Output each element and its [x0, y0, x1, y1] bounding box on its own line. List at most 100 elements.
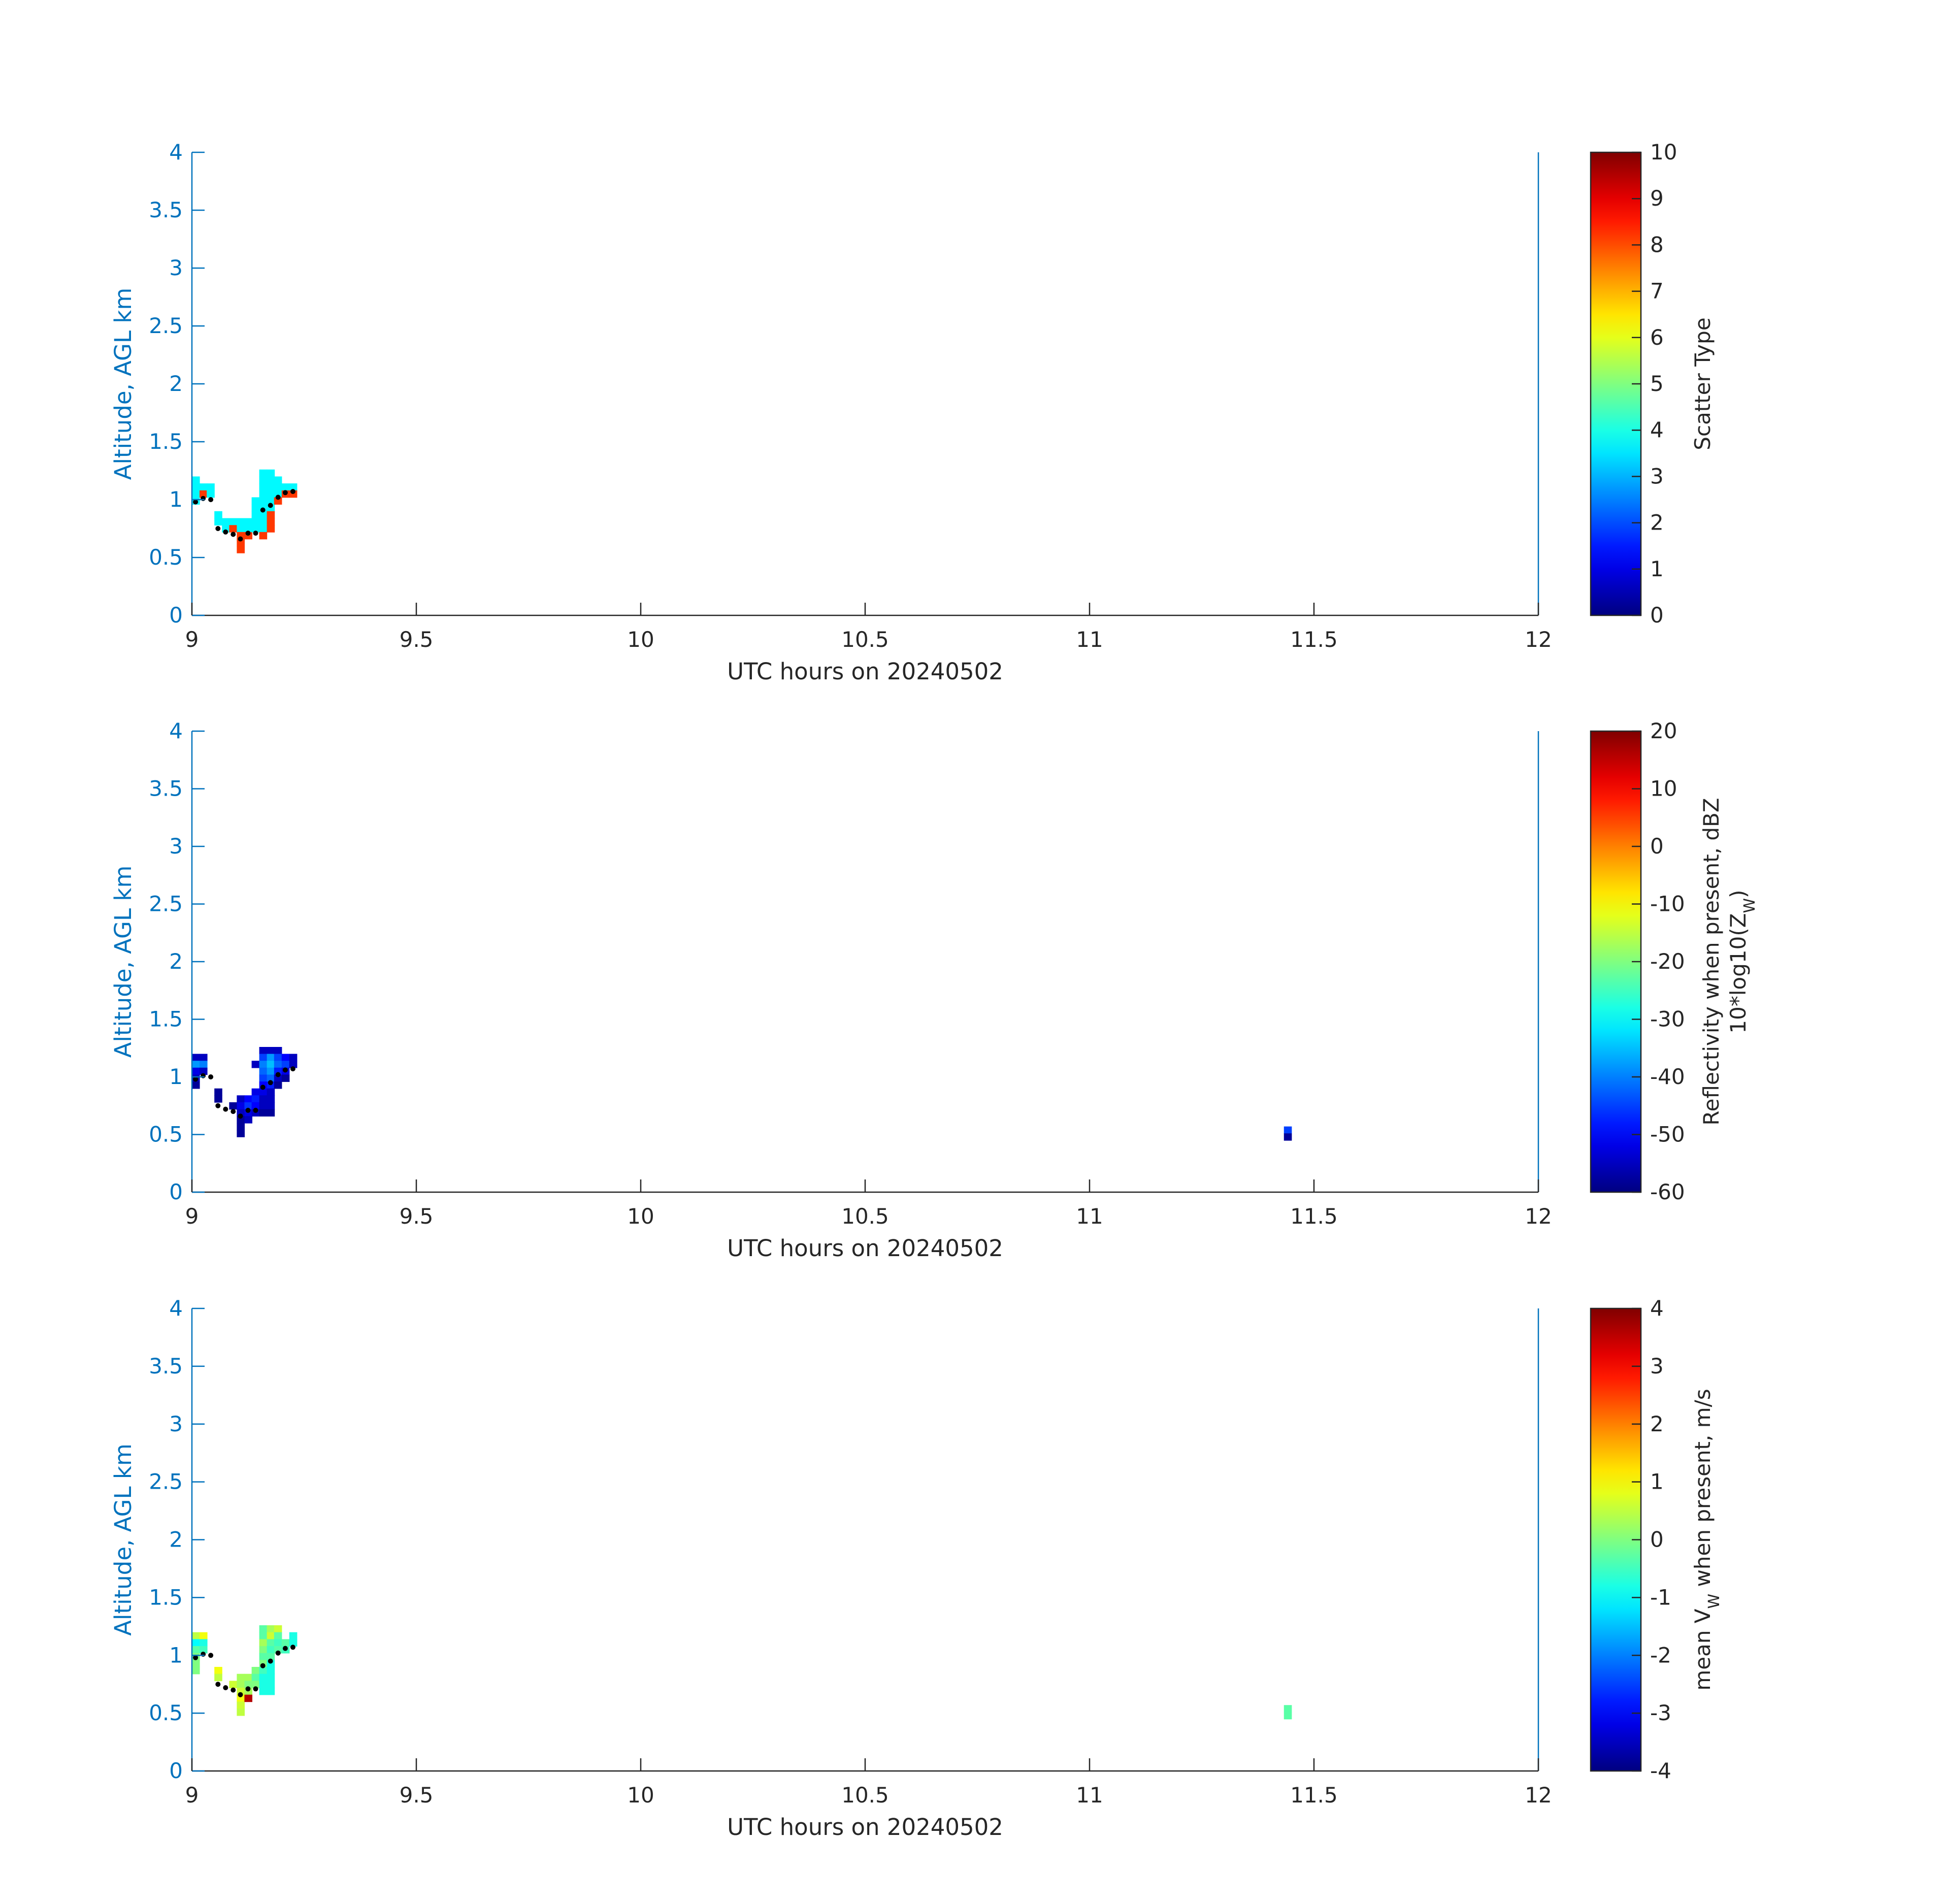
- cloud-base-dot: [260, 507, 266, 513]
- x-tick-label: 11: [1076, 1204, 1103, 1229]
- x-tick-label: 9: [185, 1783, 199, 1808]
- colorbar-tick-label: -50: [1650, 1122, 1685, 1147]
- colorbar-tick-label: -2: [1650, 1643, 1671, 1667]
- colorbar-tick-label: 4: [1650, 1296, 1664, 1321]
- cloud-base-dot: [245, 1686, 251, 1692]
- heatmap-cell: [192, 476, 200, 484]
- y-tick-label: 1.5: [149, 429, 183, 454]
- heatmap-cell: [267, 1625, 275, 1633]
- heatmap-cell: [259, 1688, 268, 1695]
- heatmap-cell: [214, 1088, 222, 1096]
- y-tick-label: 4: [169, 140, 183, 165]
- heatmap-cell: [200, 1639, 208, 1647]
- cloud-base-dot: [193, 1076, 199, 1082]
- heatmap-cell: [214, 511, 222, 519]
- y-tick-label: 0.5: [149, 1122, 183, 1147]
- heatmap-cell: [214, 1667, 222, 1675]
- heatmap-cell: [251, 1061, 260, 1068]
- colorbar: -4 -3 -2 -1 0 1 2 3 4 mean VW when present, m/s: [1590, 1296, 1723, 1783]
- cloud-base-dot: [208, 1074, 214, 1079]
- x-tick-label: 11.5: [1290, 1204, 1338, 1229]
- heatmap-cell: [267, 497, 275, 505]
- heatmap-cell: [267, 1067, 275, 1075]
- heatmap-cell: [259, 1067, 268, 1075]
- heatmap-cell: [192, 1054, 200, 1061]
- heatmap-cell: [237, 1102, 245, 1110]
- heatmap-cell: [259, 1088, 268, 1096]
- heatmap-cell: [267, 525, 275, 533]
- heatmap-cell: [251, 1681, 260, 1688]
- heatmap-cell: [267, 1061, 275, 1068]
- heatmap-cell: [267, 1673, 275, 1682]
- cloud-base-dot: [290, 489, 295, 494]
- colorbar-tick-label: 0: [1650, 1527, 1664, 1552]
- heatmap-cell: [251, 1102, 260, 1110]
- cloud-base-dot: [260, 1085, 266, 1090]
- heatmap-cell: [281, 1054, 290, 1061]
- y-tick-label: 2: [169, 949, 183, 974]
- cloud-base-dots: [193, 1066, 295, 1119]
- heatmap-cell: [244, 1681, 252, 1688]
- heatmap-cell: [267, 511, 275, 519]
- heatmap-cell: [259, 1632, 268, 1640]
- heatmap-cell: [289, 1054, 298, 1061]
- cloud-base-dot: [223, 529, 228, 535]
- cloud-base-dot: [268, 503, 273, 508]
- x-tick-label: 11.5: [1290, 627, 1338, 652]
- heatmap-cell: [267, 1109, 275, 1117]
- cloud-base-dot: [238, 1692, 243, 1697]
- cloud-base-dot: [231, 1109, 236, 1114]
- heatmap-cell: [267, 1095, 275, 1103]
- y-tick-label: 0.5: [149, 1700, 183, 1725]
- x-tick-label: 11: [1076, 627, 1103, 652]
- heatmap-cell: [289, 483, 298, 491]
- heatmap-cell: [237, 1709, 245, 1716]
- heatmap-cell: [237, 546, 245, 553]
- colorbar-tick-label: 2: [1650, 510, 1664, 535]
- colorbar-tick-label: -20: [1650, 949, 1685, 974]
- colorbar-tick-label: -3: [1650, 1700, 1671, 1725]
- y-tick-label: 4: [169, 718, 183, 743]
- heatmap-cell: [281, 1061, 290, 1068]
- heatmap-cell: [1283, 1705, 1292, 1713]
- heatmap-cell: [229, 525, 237, 533]
- cloud-base-dot: [223, 1106, 228, 1112]
- y-tick-label: 0.5: [149, 545, 183, 570]
- heatmap-cell: [259, 1095, 268, 1103]
- x-axis-label: UTC hours on 20240502: [727, 1814, 1003, 1841]
- heatmap-cell: [1283, 1133, 1292, 1141]
- heatmap-cell: [244, 525, 252, 533]
- heatmap-cell: [274, 1047, 282, 1055]
- heatmap-cell: [267, 483, 275, 491]
- cloud-base-dot: [238, 536, 243, 542]
- colorbar-tick-label: 4: [1650, 417, 1664, 442]
- y-tick-label: 4: [169, 1296, 183, 1321]
- x-tick-label: 9: [185, 627, 199, 652]
- heatmap-cell: [259, 1061, 268, 1068]
- heatmap-cell: [229, 1102, 237, 1110]
- heatmap-cell: [259, 1646, 268, 1654]
- heatmap-cell: [259, 1667, 268, 1675]
- heatmap-cell: [267, 1088, 275, 1096]
- heatmap-cell: [267, 490, 275, 498]
- heatmap-cell: [214, 1095, 222, 1103]
- cloud-base-dot: [231, 1687, 236, 1693]
- heatmap-cell: [259, 1074, 268, 1082]
- x-tick-label: 9.5: [400, 627, 434, 652]
- x-tick-label: 9.5: [400, 1204, 434, 1229]
- heatmap-cell: [259, 1653, 268, 1661]
- heatmap-cell: [237, 525, 245, 533]
- heatmap-cell: [244, 1673, 252, 1682]
- x-tick-label: 10: [627, 1204, 654, 1229]
- heatmap-cell: [237, 518, 245, 526]
- heatmap-cell: [259, 476, 268, 484]
- heatmap-cell: [244, 1116, 252, 1124]
- heatmap-cell: [267, 518, 275, 526]
- heatmap-cell: [192, 1660, 200, 1667]
- heatmap-cell: [259, 469, 268, 477]
- colorbar-label-line2: 10*log10(ZW): [1726, 890, 1759, 1033]
- colorbar-tick-label: 5: [1650, 371, 1664, 396]
- colorbar-tick-label: 1: [1650, 556, 1664, 581]
- y-axis-label: Altitude, AGL km: [110, 866, 137, 1058]
- heatmap-cell: [267, 1681, 275, 1688]
